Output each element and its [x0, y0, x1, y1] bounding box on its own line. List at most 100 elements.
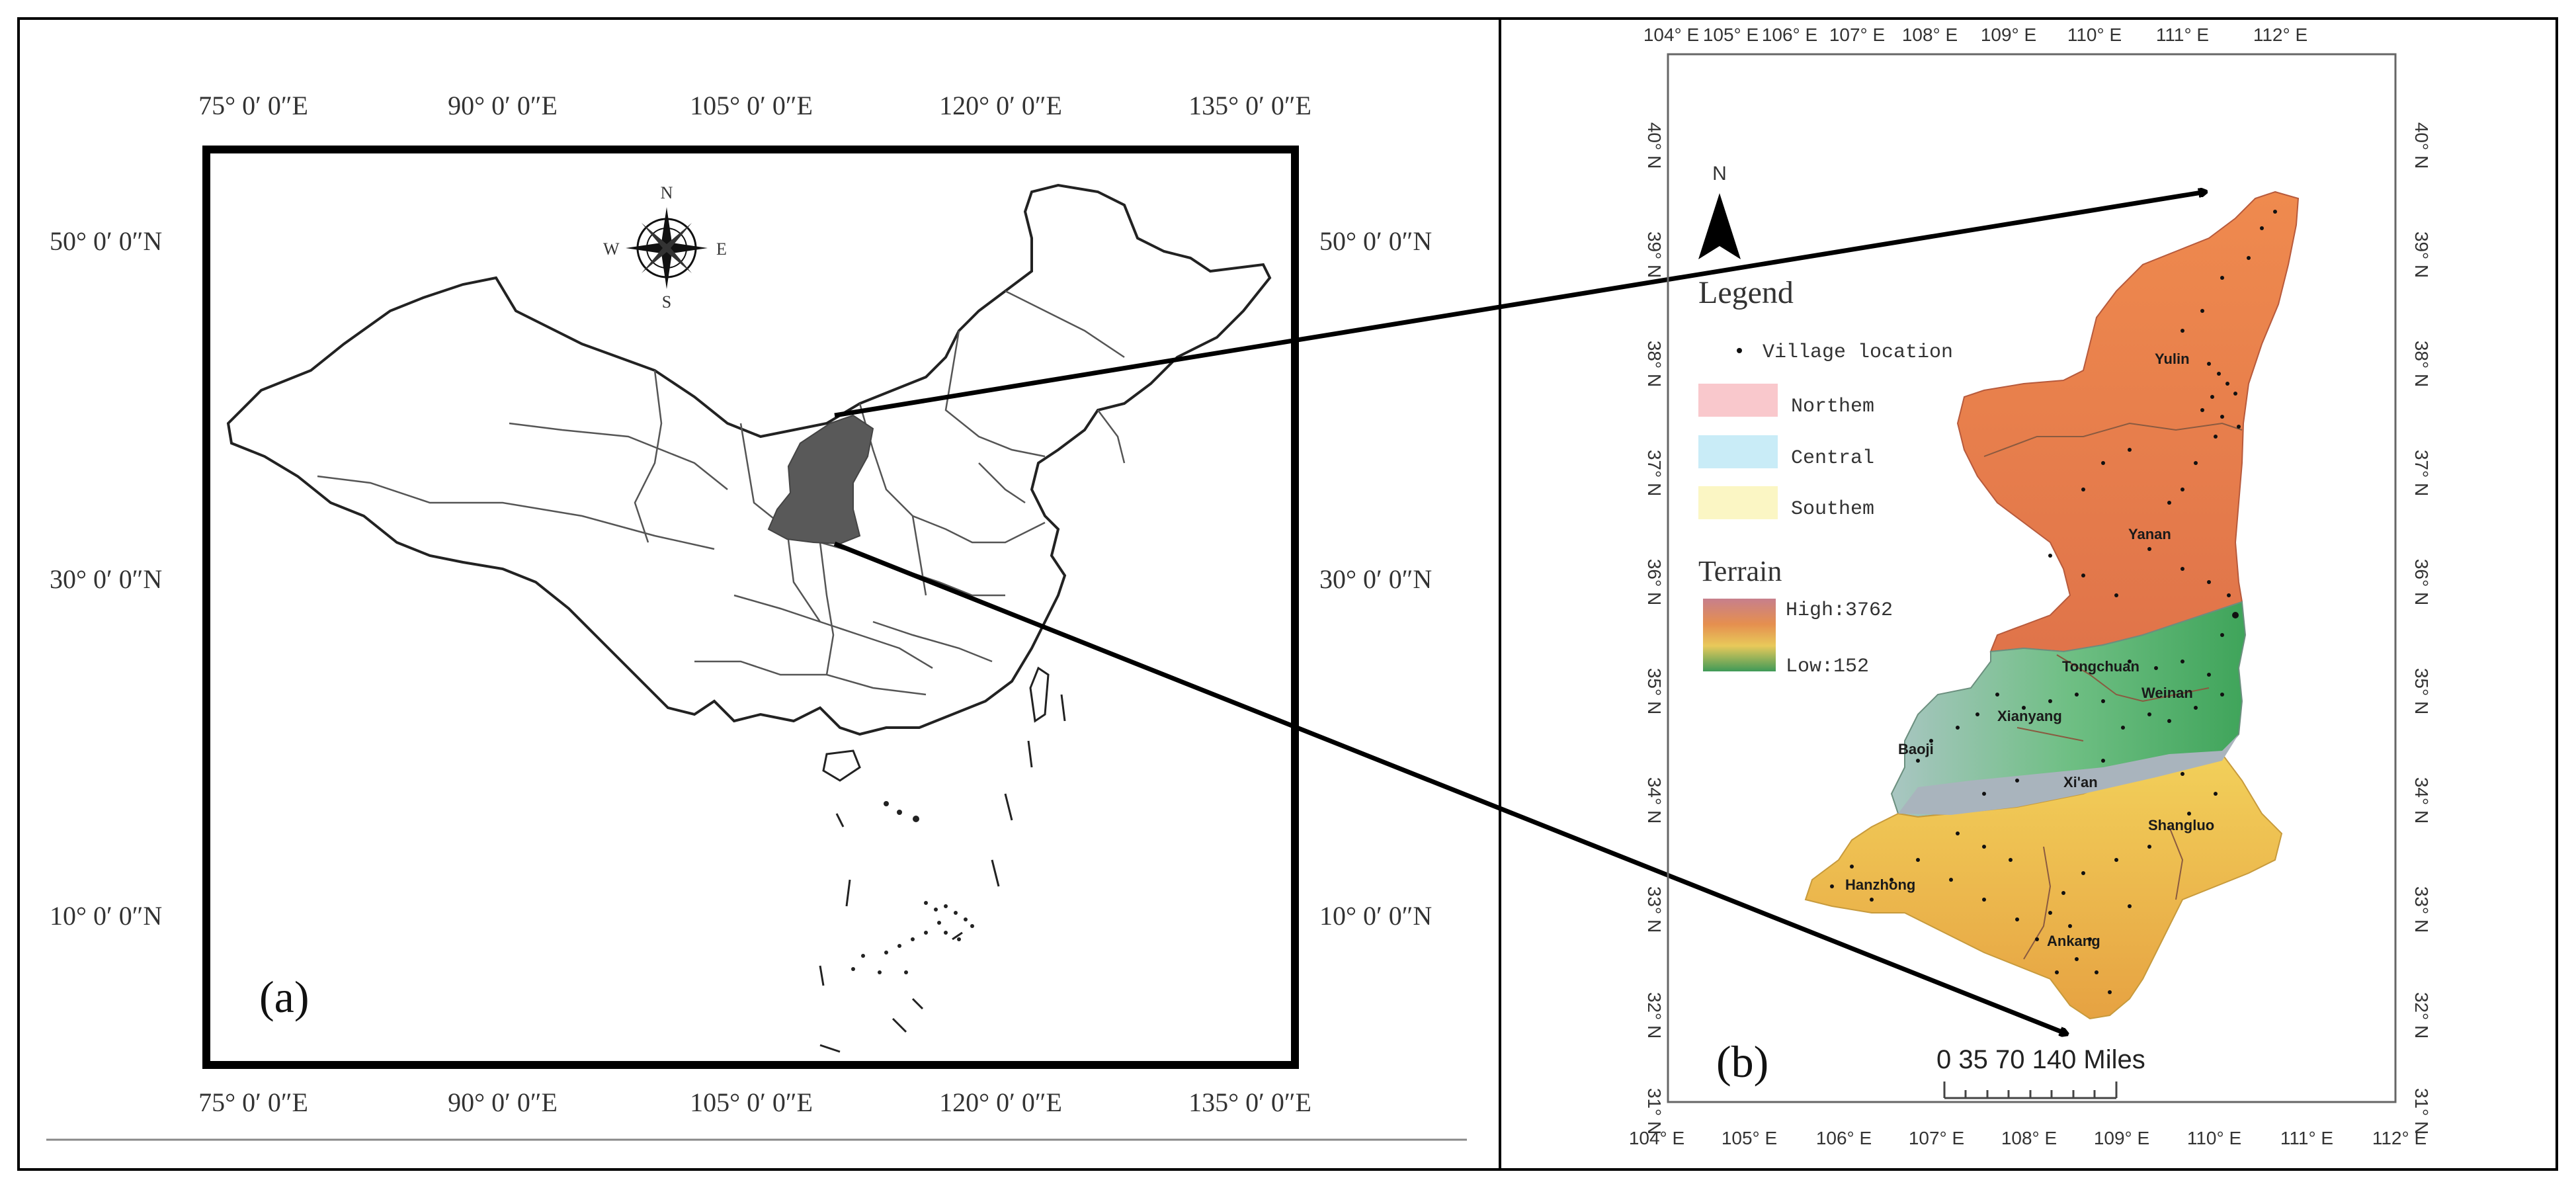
- legend-central-swatch: [1698, 435, 1778, 468]
- panel-b-left-lat-labels: 40° N 39° N 38° N 37° N 36° N 35° N 34° …: [1644, 122, 1665, 1134]
- panel-b-top-lon-1: 105° E: [1703, 24, 1759, 45]
- panel-b-top-lon-2: 106° E: [1762, 24, 1817, 45]
- legend-central-label: Central: [1791, 447, 1874, 470]
- panel-a-top-lon-0: 75° 0′ 0″E: [198, 91, 308, 120]
- city-xian: Xi'an: [2063, 774, 2098, 790]
- panel-a-bottom-lon-0: 75° 0′ 0″E: [198, 1087, 308, 1117]
- panel-b-right-lat-7: 33° N: [2411, 886, 2432, 933]
- panel-b-bottom-lon-2: 106° E: [1816, 1128, 1872, 1148]
- compass-e: E: [716, 239, 727, 259]
- panel-b-left-lat-2: 38° N: [1644, 341, 1665, 387]
- city-ankang: Ankang: [2047, 933, 2100, 949]
- panel-b-bottom-lon-7: 111° E: [2280, 1128, 2333, 1148]
- panel-b-top-lon-6: 110° E: [2067, 24, 2122, 45]
- panel-a-top-lon-3: 120° 0′ 0″E: [939, 91, 1062, 120]
- panel-b-north-label: N: [1712, 163, 1727, 185]
- panel-a-bottom-lon-1: 90° 0′ 0″E: [448, 1087, 558, 1117]
- panel-b-internal-boundaries: [1983, 422, 2243, 960]
- northern-region: [1956, 191, 2300, 653]
- panel-b-top-lon-7: 111° E: [2156, 24, 2209, 45]
- panel-b-right-lat-1: 39° N: [2411, 232, 2432, 278]
- panel-a-left-lat-2: 10° 0′ 0″N: [50, 901, 162, 931]
- city-yulin: Yulin: [2155, 351, 2190, 367]
- panel-a-top-lon-1: 90° 0′ 0″E: [448, 91, 558, 120]
- panel-a-left-lat-0: 50° 0′ 0″N: [50, 226, 162, 256]
- panel-a-label: (a): [259, 972, 309, 1022]
- panel-b-left-lat-4: 36° N: [1644, 559, 1665, 605]
- arrow-to-panel-b-north: [834, 192, 2206, 418]
- panel-b-left-lat-8: 32° N: [1644, 992, 1665, 1039]
- panel-b-bottom-lon-5: 109° E: [2094, 1128, 2149, 1148]
- panel-a-top-lon-4: 135° 0′ 0″E: [1188, 91, 1311, 120]
- panel-b-bottom-lon-1: 105° E: [1722, 1128, 1777, 1148]
- taiwan-outline: [1029, 666, 1050, 723]
- city-yanan: Yanan: [2128, 526, 2171, 542]
- scale-bar-labels: 0 35 70 140 Miles: [1936, 1045, 2145, 1074]
- city-baoji: Baoji: [1898, 741, 1934, 757]
- panel-b-bottom-lon-0: 104° E: [1629, 1128, 1684, 1148]
- city-hanzhong: Hanzhong: [1845, 876, 1915, 893]
- panel-a-bottom-lon-4: 135° 0′ 0″E: [1188, 1087, 1311, 1117]
- panel-b-left-lat-3: 37° N: [1644, 450, 1665, 496]
- compass-w: W: [603, 239, 620, 259]
- panel-b-right-lat-4: 36° N: [2411, 559, 2432, 605]
- panel-b-top-lon-0: 104° E: [1643, 24, 1699, 45]
- panel-a-top-lon-2: 105° 0′ 0″E: [690, 91, 813, 120]
- panel-b-left-lat-9: 31° N: [1644, 1088, 1665, 1134]
- panel-b-bottom-lon-8: 112° E: [2372, 1128, 2427, 1148]
- panel-a-bottom-lon-2: 105° 0′ 0″E: [690, 1087, 813, 1117]
- city-weinan: Weinan: [2141, 685, 2193, 701]
- island-dots: [851, 801, 974, 974]
- south-china-sea-islands: [819, 694, 1066, 1053]
- city-tongchuan: Tongchuan: [2062, 658, 2140, 675]
- panel-b-top-lon-4: 108° E: [1902, 24, 1958, 45]
- panel-a-right-lat-2: 10° 0′ 0″N: [1319, 901, 1432, 931]
- panel-a-left-lat-1: 30° 0′ 0″N: [50, 564, 162, 594]
- city-shangluo: Shangluo: [2148, 817, 2214, 833]
- village-dots: [1830, 210, 2277, 994]
- terrain-ramp: [1703, 599, 1776, 671]
- legend-southern-label: Southem: [1791, 498, 1874, 521]
- panel-b-right-lat-3: 37° N: [2411, 450, 2432, 496]
- north-arrow-icon: [1698, 193, 1741, 259]
- legend-northern-label: Northem: [1791, 396, 1874, 418]
- panel-b-map-frame: [1667, 53, 2397, 1103]
- panel-b-right-lat-2: 38° N: [2411, 341, 2432, 387]
- panel-b-bottom-lon-6: 110° E: [2187, 1128, 2241, 1148]
- panel-b-right-lat-0: 40° N: [2411, 122, 2432, 169]
- hainan-outline: [822, 749, 861, 782]
- panel-b-top-lon-5: 109° E: [1981, 24, 2036, 45]
- panel-a-right-lat-1: 30° 0′ 0″N: [1319, 564, 1432, 594]
- panel-b-left-lat-7: 33° N: [1644, 886, 1665, 933]
- panel-b-bottom-lon-3: 107° E: [1909, 1128, 1964, 1148]
- panel-b-left-lat-1: 39° N: [1644, 232, 1665, 278]
- panel-a-right-lat-0: 50° 0′ 0″N: [1319, 226, 1432, 256]
- panel-b-right-lat-8: 32° N: [2411, 992, 2432, 1039]
- legend-village-label: Village location: [1763, 341, 1953, 364]
- legend-southern-swatch: [1698, 486, 1778, 519]
- panel-b-right-lat-labels: 40° N 39° N 38° N 37° N 36° N 35° N 34° …: [2411, 122, 2432, 1134]
- panel-b-top-lon-8: 112° E: [2253, 24, 2307, 45]
- panel-a-bottom-lon-3: 120° 0′ 0″E: [939, 1087, 1062, 1117]
- terrain-high-label: High:3762: [1786, 599, 1893, 622]
- city-xianyang: Xianyang: [1997, 708, 2062, 724]
- scale-bar: [1943, 1082, 2118, 1099]
- panel-b-left-lat-5: 35° N: [1644, 668, 1665, 714]
- panel-a-map-frame: [202, 146, 1299, 1069]
- compass-n: N: [661, 183, 673, 202]
- legend-northern-swatch: [1698, 384, 1778, 417]
- compass-s: S: [662, 292, 671, 312]
- panel-b-right-lat-5: 35° N: [2411, 668, 2432, 714]
- terrain-title: Terrain: [1698, 555, 1782, 587]
- legend-village-dot: [1737, 348, 1742, 353]
- china-outline: [226, 183, 1272, 736]
- terrain-low-label: Low:152: [1786, 656, 1869, 678]
- shaanxi-highlight: [767, 414, 874, 545]
- province-boundaries: [317, 290, 1126, 696]
- panel-b-top-lon-3: 107° E: [1829, 24, 1885, 45]
- panel-b-left-lat-0: 40° N: [1644, 122, 1665, 169]
- panel-b-right-lat-6: 34° N: [2411, 777, 2432, 824]
- panel-b-label: (b): [1716, 1037, 1768, 1087]
- arrow-to-panel-b-south: [833, 541, 2067, 1034]
